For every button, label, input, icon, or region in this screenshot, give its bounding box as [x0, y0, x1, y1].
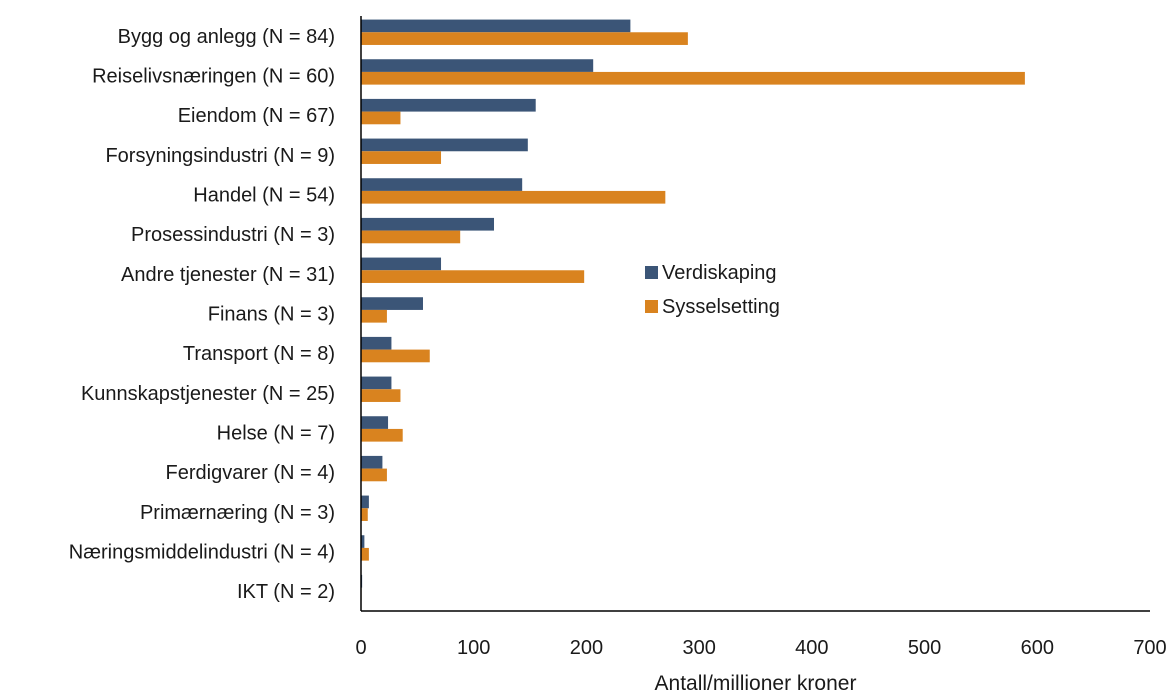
x-tick-label-7: 700	[1133, 637, 1166, 659]
category-label-5: Prosessindustri (N = 3)	[131, 224, 335, 246]
category-label-14: IKT (N = 2)	[237, 581, 335, 603]
legend-label-verdiskaping: Verdiskaping	[662, 262, 777, 284]
bar-sysselsetting-6	[361, 270, 585, 283]
category-label-1: Reiselivsnæringen (N = 60)	[92, 66, 335, 88]
bar-sysselsetting-8	[361, 349, 430, 363]
category-label-3: Forsyningsindustri (N = 9)	[105, 145, 335, 167]
category-label-4: Handel (N = 54)	[193, 185, 335, 207]
x-tick-label-5: 500	[908, 637, 941, 659]
x-tick-label-3: 300	[682, 637, 715, 659]
bar-sysselsetting-9	[361, 389, 401, 402]
x-tick-label-4: 400	[795, 637, 828, 659]
category-label-8: Transport (N = 8)	[183, 343, 335, 365]
category-label-0: Bygg og anlegg (N = 84)	[118, 26, 335, 48]
category-label-7: Finans (N = 3)	[208, 304, 335, 326]
bar-verdiskaping-3	[361, 138, 528, 152]
x-axis-label: Antall/millioner kroner	[655, 672, 857, 695]
bar-verdiskaping-7	[361, 297, 423, 310]
bar-sysselsetting-0	[361, 32, 688, 45]
bar-verdiskaping-10	[361, 416, 389, 429]
category-label-10: Helse (N = 7)	[217, 423, 335, 445]
category-label-9: Kunnskapstjenester (N = 25)	[81, 383, 335, 405]
category-label-11: Ferdigvarer (N = 4)	[166, 462, 336, 484]
category-label-2: Eiendom (N = 67)	[178, 105, 335, 127]
x-tick-label-6: 600	[1021, 637, 1054, 659]
bar-sysselsetting-7	[361, 309, 387, 323]
bar-sysselsetting-11	[361, 468, 387, 482]
category-label-6: Andre tjenester (N = 31)	[121, 264, 335, 286]
bar-sysselsetting-13	[361, 547, 369, 561]
bar-sysselsetting-5	[361, 230, 461, 244]
bar-sysselsetting-4	[361, 190, 666, 204]
bar-verdiskaping-6	[361, 257, 442, 271]
bar-verdiskaping-0	[361, 19, 631, 33]
category-label-13: Næringsmiddelindustri (N = 4)	[69, 542, 335, 564]
bar-verdiskaping-2	[361, 98, 536, 112]
bar-verdiskaping-9	[361, 376, 392, 390]
x-tick-labels: 0 100 200 300 400 500 600 700	[355, 637, 1166, 659]
x-tick-label-1: 100	[457, 637, 490, 659]
bar-verdiskaping-5	[361, 217, 495, 231]
legend-swatch-verdiskaping	[645, 266, 658, 279]
legend-swatch-sysselsetting	[645, 300, 658, 313]
bar-verdiskaping-11	[361, 455, 383, 469]
legend: Verdiskaping Sysselsetting	[645, 262, 780, 318]
bar-verdiskaping-4	[361, 178, 523, 191]
category-labels: Bygg og anlegg (N = 84) Reiselivsnæringen…	[69, 26, 335, 603]
legend-label-sysselsetting: Sysselsetting	[662, 296, 780, 318]
bar-sysselsetting-10	[361, 428, 403, 442]
bar-verdiskaping-8	[361, 336, 392, 350]
bar-sysselsetting-2	[361, 111, 401, 125]
bar-verdiskaping-1	[361, 59, 594, 72]
x-tick-label-0: 0	[355, 637, 366, 659]
axes	[360, 16, 1150, 612]
bar-sysselsetting-3	[361, 151, 442, 164]
bar-verdiskaping-13	[361, 535, 365, 548]
bar-sysselsetting-12	[361, 508, 368, 521]
x-tick-label-2: 200	[570, 637, 603, 659]
bar-verdiskaping-12	[361, 495, 369, 509]
bar-sysselsetting-1	[361, 71, 1025, 85]
category-label-12: Primærnæring (N = 3)	[140, 502, 335, 524]
bars-group	[361, 19, 1025, 601]
